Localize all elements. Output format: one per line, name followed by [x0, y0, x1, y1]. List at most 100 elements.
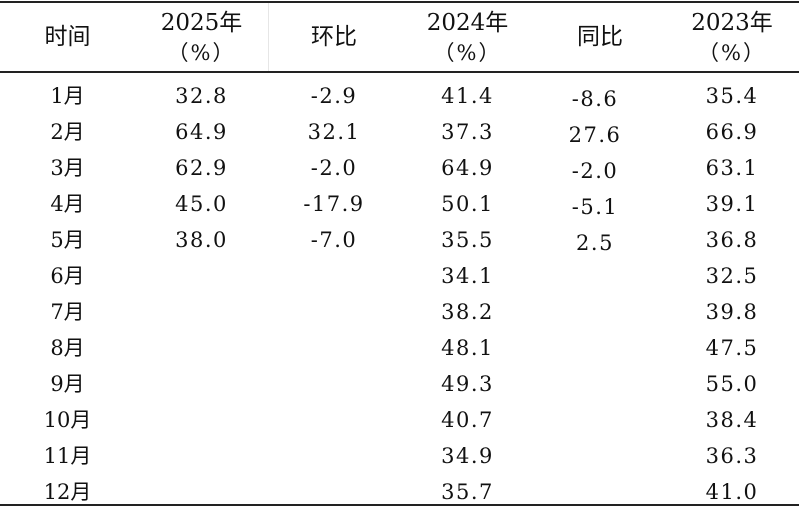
cell-2024: 34.9 — [441, 444, 494, 468]
cell-2023: 36.8 — [705, 228, 759, 252]
cell-2023: 66.9 — [705, 120, 759, 144]
cell-month: 4月 — [50, 192, 85, 216]
cell-month: 1月 — [50, 84, 85, 108]
cell-2024: 49.3 — [441, 372, 494, 396]
cell-2024: 37.3 — [441, 120, 494, 144]
cell-mom: 32.1 — [307, 120, 361, 144]
cell-yoy — [535, 297, 655, 333]
table-header-row: 时间 2025年 （%） 环比 2024年 （%） 同比 2023年 （%） — [0, 3, 799, 71]
cell-month: 12月 — [43, 480, 92, 504]
cell-yoy — [535, 405, 655, 441]
header-2024: 2024年 （%） — [400, 3, 535, 71]
table-row: 12月 35.7 41.0 — [0, 474, 799, 510]
cell-2024: 35.7 — [441, 480, 494, 504]
cell-2024: 50.1 — [441, 192, 494, 216]
table-top-rule — [0, 1, 799, 3]
cell-2024: 38.2 — [441, 300, 494, 324]
cell-yoy — [535, 477, 655, 513]
header-mom: 环比 — [268, 3, 400, 71]
table-row: 2月 64.9 32.1 37.3 27.6 66.9 — [0, 114, 799, 150]
cell-yoy: -5.1 — [571, 195, 619, 219]
cell-mom: -2.9 — [310, 84, 358, 108]
table-body: 1月 32.8 -2.9 41.4 -8.6 35.4 2月 64.9 32.1 37.3 27.6… — [0, 78, 799, 510]
cell-2025: 62.9 — [175, 156, 228, 180]
cell-2023: 39.1 — [705, 192, 759, 216]
table-row: 3月 62.9 -2.0 64.9 -2.0 63.1 — [0, 150, 799, 186]
cell-2023: 55.0 — [705, 372, 759, 396]
cell-yoy — [535, 441, 655, 477]
cell-2023: 32.5 — [705, 264, 759, 288]
cell-month: 7月 — [50, 300, 85, 324]
cell-2025 — [135, 294, 268, 330]
cell-month: 2月 — [50, 120, 85, 144]
cell-month: 3月 — [50, 156, 85, 180]
table-row: 5月 38.0 -7.0 35.5 2.5 36.8 — [0, 222, 799, 258]
cell-month: 6月 — [50, 264, 85, 288]
cell-yoy: 2.5 — [576, 231, 614, 255]
header-2023-year: 2023年 — [691, 10, 773, 36]
header-mom-label: 环比 — [311, 24, 357, 50]
cell-mom — [268, 330, 400, 366]
cell-2024: 64.9 — [441, 156, 494, 180]
cell-2023: 36.3 — [705, 444, 759, 468]
cell-yoy — [535, 369, 655, 405]
header-2025-unit: （%） — [167, 41, 236, 65]
cell-2024: 40.7 — [441, 408, 494, 432]
cell-2024: 35.5 — [441, 228, 494, 252]
cell-2025: 64.9 — [175, 120, 228, 144]
cell-mom: -17.9 — [303, 192, 365, 216]
table-row: 11月 34.9 36.3 — [0, 438, 799, 474]
cell-mom — [268, 402, 400, 438]
cell-mom — [268, 438, 400, 474]
header-column-divider — [268, 3, 269, 71]
cell-mom — [268, 258, 400, 294]
header-2025: 2025年 （%） — [135, 3, 268, 71]
cell-yoy: 27.6 — [568, 123, 622, 147]
header-time-label: 时间 — [44, 24, 91, 50]
cell-yoy: -2.0 — [571, 159, 619, 183]
header-time: 时间 — [0, 3, 135, 71]
cell-2023: 63.1 — [705, 156, 759, 180]
header-2023-unit: （%） — [698, 41, 766, 65]
cell-mom: -7.0 — [310, 228, 358, 252]
cell-month: 9月 — [50, 372, 85, 396]
cell-month: 10月 — [43, 408, 92, 432]
header-yoy-label: 同比 — [577, 24, 623, 50]
cell-2025 — [135, 402, 268, 438]
table-row: 10月 40.7 38.4 — [0, 402, 799, 438]
cell-2023: 47.5 — [705, 336, 759, 360]
table-header-rule — [0, 71, 799, 73]
cell-mom — [268, 366, 400, 402]
cell-2023: 35.4 — [705, 84, 759, 108]
cell-2025 — [135, 366, 268, 402]
cell-2024: 34.1 — [441, 264, 494, 288]
table-row: 1月 32.8 -2.9 41.4 -8.6 35.4 — [0, 78, 799, 114]
header-2024-unit: （%） — [433, 41, 502, 65]
cell-2025 — [135, 438, 268, 474]
cell-2025: 38.0 — [175, 228, 228, 252]
cell-month: 8月 — [50, 336, 85, 360]
cell-yoy: -8.6 — [571, 87, 619, 111]
cell-2025 — [135, 258, 268, 294]
cell-2025: 45.0 — [175, 192, 228, 216]
cell-2024: 41.4 — [441, 84, 494, 108]
table-row: 4月 45.0 -17.9 50.1 -5.1 39.1 — [0, 186, 799, 222]
header-2024-year: 2024年 — [426, 10, 509, 36]
header-2025-year: 2025年 — [160, 10, 243, 36]
cell-2025 — [135, 330, 268, 366]
cell-yoy — [535, 333, 655, 369]
cell-mom — [268, 294, 400, 330]
table-row: 7月 38.2 39.8 — [0, 294, 799, 330]
table-row: 6月 34.1 32.5 — [0, 258, 799, 294]
header-2023: 2023年 （%） — [665, 3, 799, 71]
cell-yoy — [535, 261, 655, 297]
cell-mom: -2.0 — [310, 156, 358, 180]
cell-2025: 32.8 — [175, 84, 228, 108]
cell-2023: 38.4 — [705, 408, 759, 432]
cell-2024: 48.1 — [441, 336, 494, 360]
header-yoy: 同比 — [535, 3, 665, 71]
table-bottom-rule — [0, 504, 799, 506]
cell-2023: 39.8 — [705, 300, 759, 324]
cell-month: 5月 — [50, 228, 85, 252]
